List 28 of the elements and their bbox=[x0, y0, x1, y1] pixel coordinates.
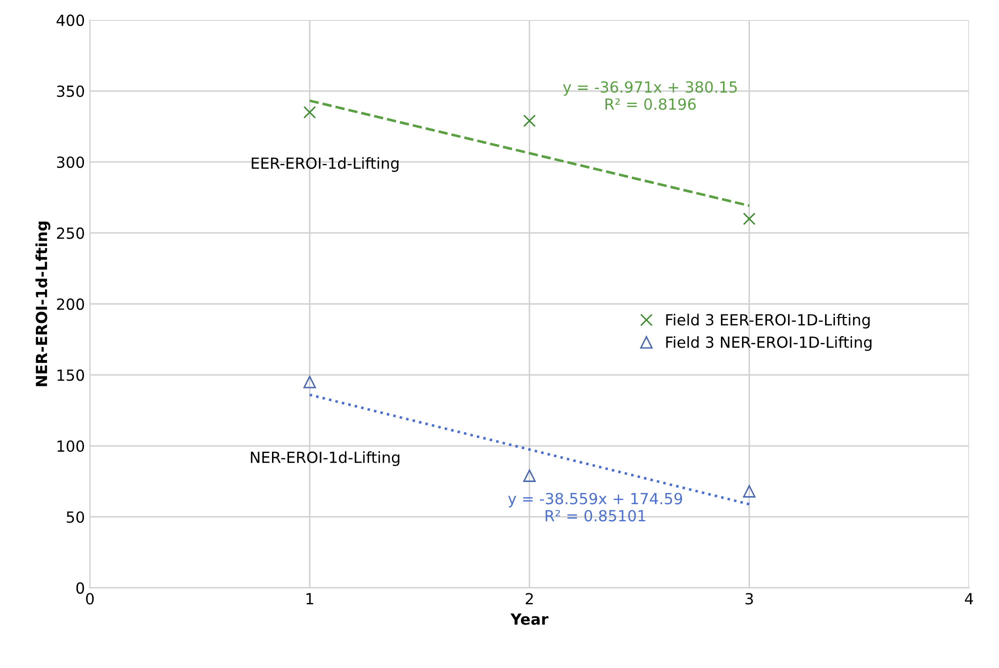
point bbox=[743, 212, 756, 226]
point bbox=[523, 114, 536, 128]
y-tick-label: 100 bbox=[58, 440, 84, 452]
legend-label: Field 3 NER-EROI-1D-Lifting bbox=[666, 336, 872, 351]
x-tick-label: 2 bbox=[526, 592, 533, 604]
text: EER-EROI-1d-Lifting bbox=[252, 157, 398, 172]
x-tick-label: 1 bbox=[306, 593, 314, 604]
y-tick-label: 400 bbox=[56, 14, 84, 26]
annotation: y = -36.971x + 380.15 R² = 0.8196 bbox=[563, 81, 737, 110]
x-tick-label: 4 bbox=[964, 593, 974, 604]
point bbox=[523, 469, 536, 482]
x-axis-title: Year bbox=[510, 614, 548, 625]
y-tick-label: 0 bbox=[76, 582, 84, 594]
annotation: y = -38.559x + 174.59 R² = 0.85101 bbox=[508, 492, 682, 522]
point bbox=[743, 485, 756, 498]
text: NER-EROI-1d-Lifting bbox=[250, 451, 400, 466]
point bbox=[303, 376, 316, 388]
y-tick-label: 50 bbox=[66, 511, 84, 523]
y-axis-title: NER-EROI-1d-Lfting bbox=[35, 222, 50, 386]
legend-label: Field 3 EER-EROI-1D-Lifting bbox=[666, 314, 870, 329]
y-tick-label: 350 bbox=[57, 85, 84, 98]
y-tick-label: 300 bbox=[57, 156, 84, 168]
x-tick-label: 3 bbox=[746, 592, 753, 605]
y-tick-label: 200 bbox=[57, 298, 84, 310]
x-tick-label: 0 bbox=[86, 592, 94, 605]
y-tick-label: 250 bbox=[57, 227, 84, 239]
point bbox=[303, 106, 316, 119]
y-tick-label: 150 bbox=[58, 369, 84, 381]
